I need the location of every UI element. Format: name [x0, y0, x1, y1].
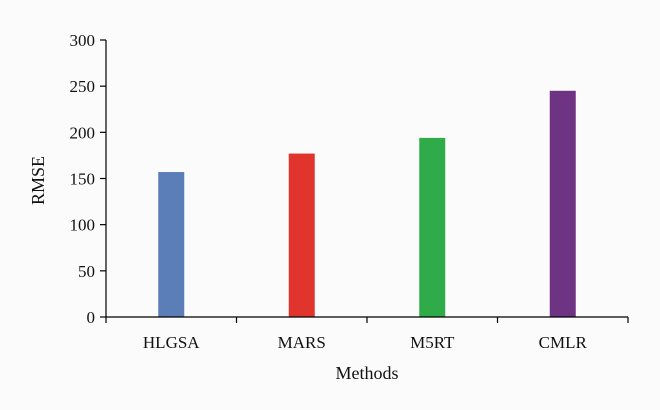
- y-tick-label: 250: [70, 77, 96, 96]
- bar-hlgsa: [158, 172, 185, 317]
- x-axis-tick-labels: HLGSA MARS M5RT CMLR: [105, 317, 629, 352]
- bar-mars: [288, 153, 315, 317]
- y-axis-ticks: 0 50 100 150 200 250 300: [70, 31, 106, 327]
- y-tick-label: 50: [78, 262, 95, 281]
- y-tick-label: 100: [70, 216, 96, 235]
- x-axis-title: Methods: [336, 363, 399, 383]
- x-tick-label-mars: MARS: [278, 333, 326, 352]
- x-tick-label-m5rt: M5RT: [410, 333, 455, 352]
- y-tick-label: 300: [70, 31, 96, 50]
- y-tick-label: 200: [70, 123, 96, 142]
- y-tick-label: 150: [70, 170, 96, 189]
- x-tick-label-cmlr: CMLR: [539, 333, 588, 352]
- y-tick-label: 0: [87, 308, 96, 327]
- y-axis-title: RMSE: [28, 156, 48, 205]
- bars: [158, 90, 576, 318]
- x-tick-label-hlgsa: HLGSA: [143, 333, 200, 352]
- bar-cmlr: [549, 90, 576, 318]
- bar-m5rt: [419, 137, 446, 317]
